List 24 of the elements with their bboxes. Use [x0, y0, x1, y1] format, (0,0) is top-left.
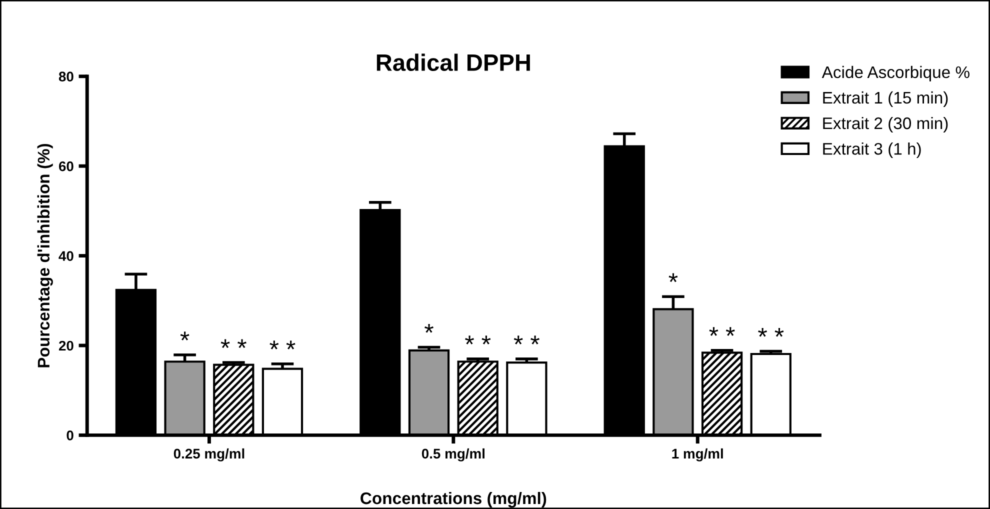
x-tick-label: 1 mg/ml — [672, 448, 723, 462]
data-label: * * — [465, 336, 491, 344]
y-tick-label: 40 — [58, 251, 74, 261]
data-label: * * — [514, 336, 540, 344]
chart-title: Radical DPPH — [376, 54, 530, 72]
data-label: * — [424, 324, 434, 333]
data-label: * — [668, 273, 678, 282]
y-tick-label: 80 — [58, 72, 74, 82]
data-label: * * — [758, 328, 784, 337]
y-axis-title: Pourcentage d'inhibition (%) — [37, 144, 53, 368]
data-label: * — [180, 332, 190, 340]
y-tick-label: 0 — [66, 430, 74, 440]
data-label: * * — [220, 339, 246, 348]
legend-label: Extrait 2 (30 min) — [823, 116, 948, 132]
x-axis-title: Concentrations (mg/ml) — [360, 492, 546, 508]
x-tick-label: 0.5 mg/ml — [422, 448, 484, 462]
y-tick-label: 60 — [58, 161, 74, 172]
data-label: * * — [270, 340, 296, 350]
y-tick-label: 20 — [58, 340, 74, 351]
legend-label: Acide Ascorbique % — [822, 66, 970, 82]
data-label: * * — [709, 327, 735, 336]
x-tick-label: 0.25 mg/ml — [174, 448, 244, 462]
legend-label: Extrait 3 (1 h) — [823, 142, 921, 158]
legend-label: Extrait 1 (15 min) — [823, 91, 948, 107]
